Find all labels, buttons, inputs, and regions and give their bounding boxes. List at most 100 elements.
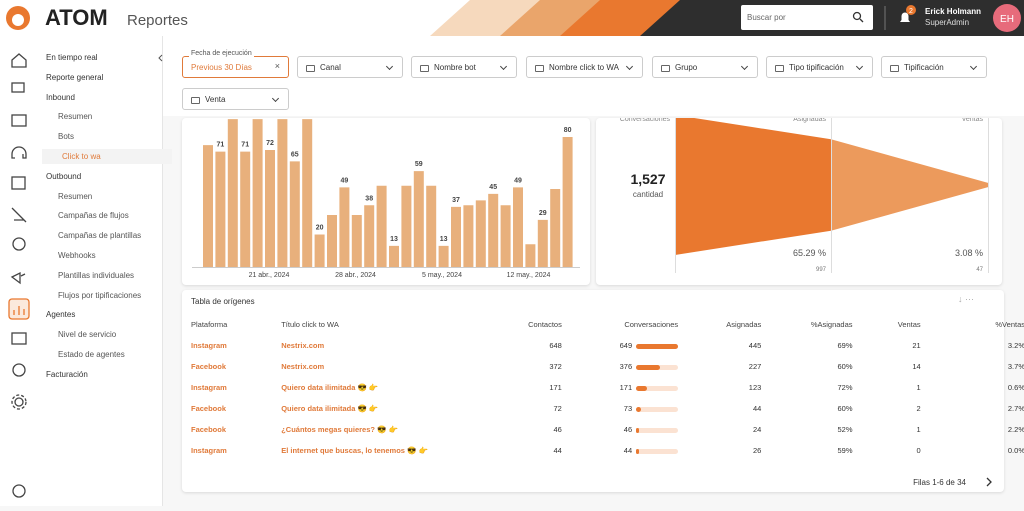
filter-bar: Fecha de ejecución Previous 30 Días × Ca…	[163, 36, 1024, 116]
table-cell: 46	[553, 425, 562, 434]
table-cell: 44	[553, 446, 562, 455]
conversation-bar-track	[636, 448, 679, 454]
conversation-bar	[636, 364, 661, 370]
bar-value-label: 13	[440, 236, 448, 243]
column-header[interactable]: Título click to WA	[281, 320, 339, 329]
header: ATOM Reportes Buscar por 2 Erick Holmann…	[0, 0, 1024, 36]
table-cell: 24	[752, 425, 762, 434]
column-header[interactable]: Conversaciones	[624, 320, 679, 329]
conversation-bar	[636, 406, 641, 412]
bell[interactable]	[900, 12, 910, 22]
nav-item[interactable]: Estado de agentes	[58, 350, 125, 359]
stage-name: Ventas	[962, 118, 984, 123]
table-cell: 648	[549, 341, 562, 350]
nav-item[interactable]: Campañas de flujos	[58, 211, 129, 221]
table-cell: 649	[562, 335, 679, 356]
nav-item[interactable]: Outbound	[46, 171, 82, 181]
bar	[265, 150, 275, 267]
nav-item[interactable]: Agentes	[46, 310, 76, 320]
table-cell: ¿Cuántos megas quieres? 😎 👉	[281, 425, 398, 434]
nav-item[interactable]: Facturación	[46, 369, 88, 379]
filter-dropdown[interactable]: Tipo tipificación	[766, 56, 873, 78]
clear-icon[interactable]: ×	[274, 61, 280, 71]
origins-table: Plataforma Título click to WA Contactos Con…	[191, 314, 1024, 461]
cell-value: 649	[619, 341, 633, 350]
nav-item[interactable]: Click to wa	[42, 149, 172, 164]
table-row: Instagram Nestrix.com 648 649 445 69% 21 3.2%	[191, 335, 1024, 356]
notification-count: 2	[909, 8, 913, 15]
table-cell: 69%	[837, 341, 853, 350]
cell-value: 73	[623, 404, 633, 413]
column-header[interactable]: %Ventas	[995, 320, 1024, 329]
table-row: Instagram Quiero data ilimitada 😎 👉 171 171…	[191, 377, 1024, 398]
table-cell: Nestrix.com	[281, 362, 325, 371]
column-header[interactable]: Ventas	[897, 320, 921, 329]
table-cell: 44	[562, 440, 679, 461]
table-cell: 60%	[837, 362, 853, 371]
filter-dropdown[interactable]: Tipificación	[881, 56, 987, 78]
column-header[interactable]: %Asignadas	[810, 320, 853, 329]
table-cell: Facebook	[191, 404, 227, 413]
bar	[364, 205, 375, 267]
column-header[interactable]: Contactos	[528, 320, 562, 329]
bar	[302, 119, 313, 267]
funnel-stage	[675, 118, 831, 255]
filter-dropdown[interactable]: Nombre click to WA	[526, 56, 643, 78]
table-cell: 376	[562, 356, 679, 377]
table-cell: Instagram	[191, 341, 227, 350]
table-row: Facebook Nestrix.com 372 376 227 60% 14 3.7%	[191, 356, 1024, 377]
user-role: SuperAdmin	[925, 18, 969, 27]
table-cell: 44	[752, 404, 762, 413]
table-cell: Nestrix.com	[281, 341, 325, 350]
x-tick-label: 12 may., 2024	[507, 272, 551, 279]
table-cell: 73	[562, 398, 679, 419]
filter-dropdown[interactable]: Nombre bot	[411, 56, 517, 78]
nav-item[interactable]: Resumen	[58, 191, 93, 201]
table-cell: Instagram	[191, 383, 227, 392]
nav-item[interactable]: Inbound	[46, 92, 75, 102]
bar-value-label: 71	[241, 142, 249, 149]
column-header[interactable]: Asignadas	[726, 320, 762, 329]
conversation-bar	[636, 343, 679, 349]
nav-item[interactable]: Resumen	[58, 112, 93, 122]
table-cell: 60%	[837, 404, 853, 413]
pagination-label: Filas 1-6 de 34	[913, 478, 966, 487]
nav-menu: En tiempo real Reporte general Inbound Resu…	[38, 36, 172, 506]
avatar-initials: EH	[1000, 14, 1014, 25]
bar	[451, 206, 461, 267]
user-name: Erick Holmann	[925, 7, 981, 16]
nav-item[interactable]: Bots	[58, 132, 75, 142]
bar-value-label: 37	[452, 197, 460, 204]
nav-item[interactable]: En tiempo real	[46, 53, 98, 62]
x-tick-label: 5 may., 2024	[422, 272, 462, 279]
avatar[interactable]	[993, 4, 1021, 32]
nav-item[interactable]: Campañas de plantillas	[58, 231, 142, 241]
table-cell: Facebook	[191, 362, 227, 371]
table-cell: 59%	[837, 446, 853, 455]
filter-dropdown[interactable]: Canal	[297, 56, 403, 78]
column-header[interactable]: Plataforma	[191, 320, 228, 329]
search-box[interactable]	[741, 5, 873, 30]
date-filter[interactable]: Fecha de ejecución Previous 30 Días ×	[182, 50, 289, 78]
bar-value-label: 38	[365, 195, 373, 202]
nav-item[interactable]: Webhooks	[58, 251, 96, 260]
cell-value: 171	[619, 383, 633, 392]
bar	[289, 161, 300, 267]
nav-item[interactable]: Plantillas individuales	[58, 270, 135, 280]
x-tick-label: 28 abr., 2024	[335, 272, 376, 279]
next-page[interactable]	[984, 476, 994, 488]
table-cell: 445	[748, 341, 762, 350]
filter-dropdown[interactable]: Venta	[182, 88, 289, 110]
bar-value-label: 13	[390, 236, 398, 243]
table-actions[interactable]: ↓ ···	[958, 294, 974, 304]
nav-item[interactable]: Reporte general	[46, 72, 104, 82]
nav-item[interactable]: Flujos por tipificaciones	[58, 290, 142, 300]
bar	[351, 215, 362, 267]
bar	[240, 151, 251, 267]
bar-value-label: 45	[489, 184, 497, 191]
filter-dropdown[interactable]: Grupo	[652, 56, 758, 78]
table-cell: El internet que buscas, lo tenemos 😎 👉	[281, 446, 428, 455]
bar	[401, 185, 412, 267]
collapse-button[interactable]	[156, 53, 166, 63]
nav-item[interactable]: Nivel de servicio	[58, 330, 117, 340]
